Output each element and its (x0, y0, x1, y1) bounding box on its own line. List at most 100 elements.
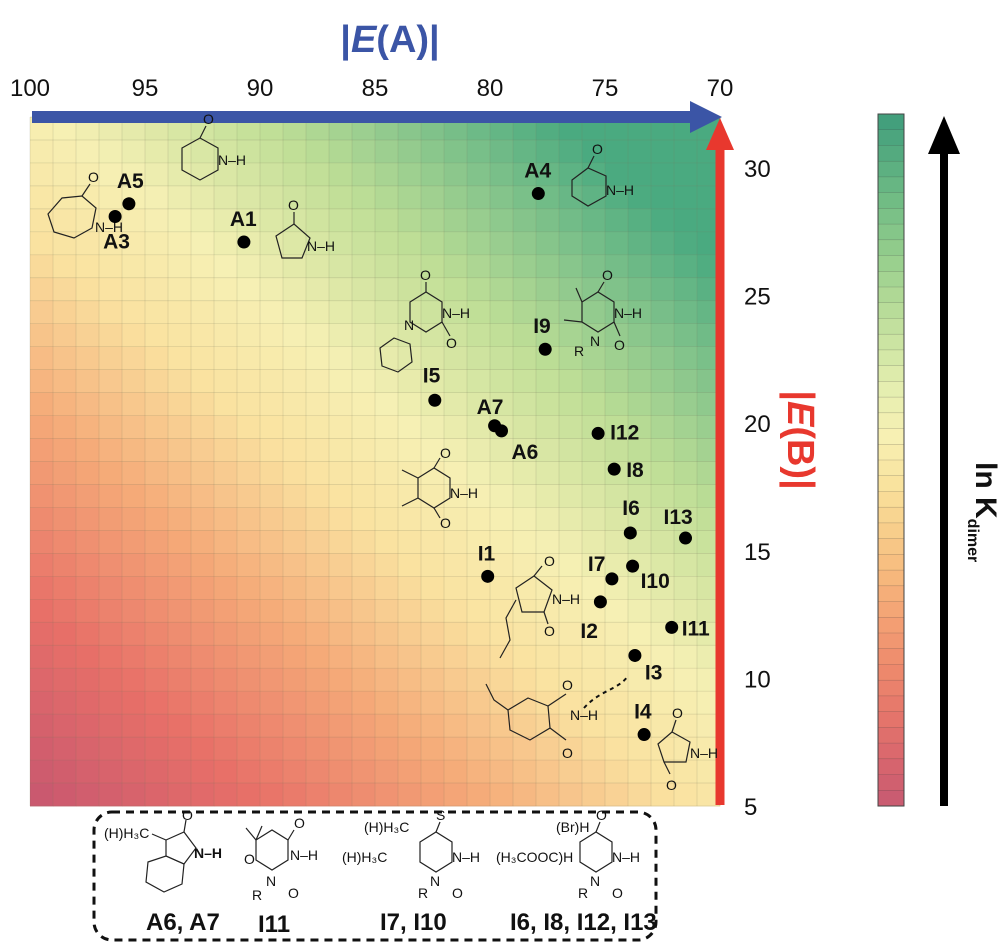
colorbar-swatch (877, 255, 905, 272)
heatmap-cell (628, 622, 652, 646)
heatmap-cell (76, 576, 100, 600)
heatmap-cell (237, 323, 261, 348)
heatmap-cell (76, 507, 100, 531)
heatmap-cell (536, 783, 560, 807)
heatmap-cell (76, 438, 100, 462)
heatmap-cell (99, 392, 123, 416)
heatmap-cell (99, 599, 123, 623)
heatmap-cell (628, 507, 652, 531)
heatmap-cell (467, 576, 491, 600)
heatmap-cell (99, 576, 123, 600)
heatmap-cell (352, 208, 376, 233)
point-label-i3: I3 (645, 661, 663, 684)
heatmap-cell (628, 461, 652, 485)
heatmap-cell (237, 507, 261, 531)
svg-text:N–H: N–H (614, 305, 642, 321)
heatmap-cell (398, 622, 422, 646)
heatmap-cell (421, 438, 445, 462)
heatmap-cell (697, 737, 721, 761)
heatmap-cell (375, 783, 399, 807)
heatmap-cell (444, 507, 468, 531)
heatmap-cell (559, 254, 583, 279)
heatmap-cell (237, 714, 261, 738)
svg-text:O: O (203, 111, 214, 127)
heatmap-cell (237, 691, 261, 715)
heatmap-cell (237, 254, 261, 279)
heatmap-cell (605, 392, 629, 416)
heatmap-cell (697, 576, 721, 600)
structure-i7-i10: (H)H₃C S (H)H₃C N–H N R O (342, 807, 480, 901)
heatmap-cell (444, 645, 468, 669)
heatmap-cell (513, 530, 537, 554)
heatmap-cell (352, 323, 376, 348)
heatmap-cell (421, 231, 445, 256)
heatmap-cell (375, 369, 399, 393)
heatmap-cell (421, 461, 445, 485)
heatmap-cell (122, 300, 146, 325)
data-point-a4 (531, 187, 545, 201)
heatmap-cell (260, 576, 284, 600)
structure-i1: O O N–H (401, 445, 478, 531)
heatmap-cell (191, 415, 215, 439)
heatmap-cell (513, 208, 537, 233)
heatmap-cell (352, 277, 376, 302)
heatmap-cell (30, 760, 54, 784)
heatmap-cell (122, 553, 146, 577)
heatmap-cell (559, 645, 583, 669)
heatmap-cell (490, 438, 514, 462)
heatmap-cell (145, 668, 169, 692)
heatmap-cell (582, 668, 606, 692)
heatmap-cell (605, 185, 629, 210)
svg-text:N–H: N–H (552, 591, 580, 607)
heatmap-cell (260, 438, 284, 462)
heatmap-cell (467, 737, 491, 761)
y-tick-label: 25 (744, 284, 771, 311)
colorbar-swatch (877, 711, 905, 728)
heatmap-cell (76, 185, 100, 210)
colorbar-swatch (877, 318, 905, 335)
heatmap-cell (145, 415, 169, 439)
heatmap-cell (628, 254, 652, 279)
heatmap-cell (398, 392, 422, 416)
heatmap-cell (421, 300, 445, 325)
heatmap-cell (237, 760, 261, 784)
heatmap-cell (467, 277, 491, 302)
heatmap-cell (99, 185, 123, 210)
svg-text:O: O (440, 515, 451, 531)
heatmap-cell (697, 392, 721, 416)
heatmap-cell (352, 691, 376, 715)
heatmap-cell (352, 438, 376, 462)
heatmap-cell (283, 691, 307, 715)
heatmap-cell (697, 760, 721, 784)
heatmap-cell (53, 553, 77, 577)
heatmap-cell (651, 139, 675, 164)
colorbar-swatch (877, 145, 905, 162)
heatmap-cell (444, 553, 468, 577)
data-point-i2 (593, 595, 607, 609)
heatmap-cell (329, 369, 353, 393)
heatmap-cell (283, 323, 307, 348)
heatmap-cell (53, 254, 77, 279)
grid-lines (29, 116, 721, 807)
heatmap-cell (283, 599, 307, 623)
colorbar-swatch (877, 129, 905, 147)
heatmap-cell (283, 392, 307, 416)
heatmap-cell (421, 415, 445, 439)
heatmap-cell (605, 714, 629, 738)
heatmap-cell (260, 645, 284, 669)
structure-a4: O N–H (571, 141, 634, 207)
heatmap-cell (398, 369, 422, 393)
heatmap-cell (421, 277, 445, 302)
heatmap-cell (674, 346, 698, 371)
heatmap-cell (122, 346, 146, 371)
heatmap-cell (421, 668, 445, 692)
heatmap-cell (30, 323, 54, 348)
colorbar-swatch (877, 192, 905, 209)
heatmap-cell (30, 392, 54, 416)
heatmap-cell (329, 668, 353, 692)
heatmap-cell (329, 507, 353, 531)
heatmap-cell (398, 185, 422, 210)
heatmap-cell (375, 185, 399, 210)
heatmap-cell (398, 760, 422, 784)
colorbar-swatches (877, 113, 905, 807)
